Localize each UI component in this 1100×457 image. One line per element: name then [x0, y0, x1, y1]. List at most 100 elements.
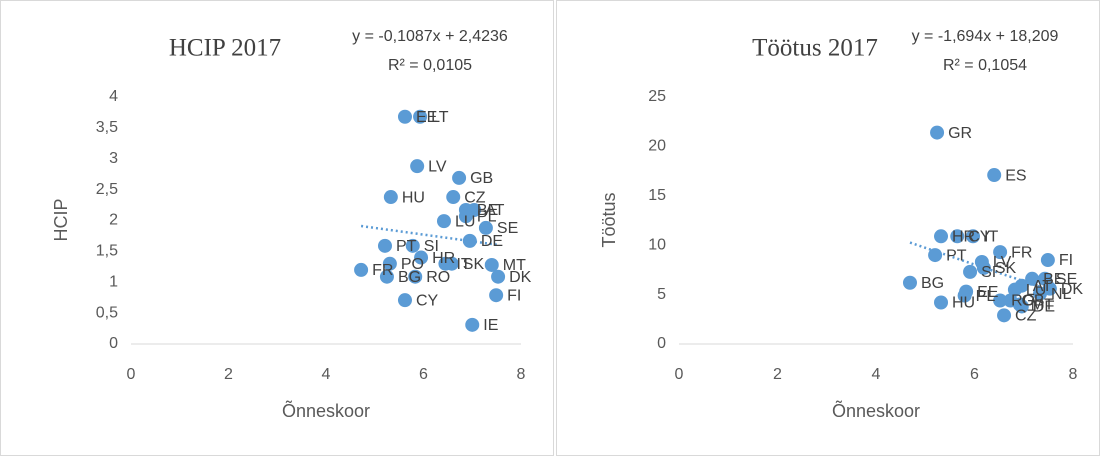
data-point: [438, 256, 453, 271]
point-label: GB: [470, 170, 493, 187]
point-label: CY: [968, 229, 991, 246]
y-tick-label: 25: [648, 88, 666, 105]
x-tick-label: 0: [675, 366, 684, 383]
point-label: MT: [1031, 297, 1054, 314]
point-label: CY: [416, 292, 439, 309]
point-label: EE: [977, 284, 998, 301]
y-axis-title: HCIP: [51, 198, 71, 241]
y-tick-label: 10: [648, 236, 666, 253]
point-label: HU: [402, 189, 425, 206]
data-point: [458, 209, 473, 224]
point-label: PT: [396, 238, 417, 255]
point-label: HU: [952, 295, 975, 312]
point-label: LU: [1026, 282, 1046, 299]
point-label: GR: [948, 125, 972, 142]
data-point: [397, 293, 412, 308]
point-label: CZ: [1015, 308, 1037, 325]
x-axis-title: Õnneskoor: [282, 400, 370, 421]
y-tick-label: 2: [109, 212, 118, 229]
data-point: [377, 238, 392, 253]
point-label: LT: [431, 109, 449, 126]
point-label: NL: [1051, 286, 1072, 303]
point-label: LV: [993, 254, 1012, 271]
point-label: HR: [952, 229, 975, 246]
point-label: EE: [416, 109, 437, 126]
data-point: [383, 190, 398, 205]
point-label: AT: [1033, 278, 1052, 295]
data-point: [354, 262, 369, 277]
point-label: IT: [456, 256, 470, 273]
y-tick-label: 3,5: [96, 119, 118, 136]
x-tick-label: 4: [322, 366, 331, 383]
data-point: [1014, 299, 1029, 314]
point-label: AT: [485, 202, 504, 219]
data-point: [1007, 282, 1022, 297]
y-tick-label: 20: [648, 138, 666, 155]
y-tick-label: 0,5: [96, 304, 118, 321]
x-tick-label: 4: [872, 366, 881, 383]
data-point: [408, 269, 423, 284]
data-point: [902, 275, 917, 290]
data-point: [950, 229, 965, 244]
x-tick-label: 0: [127, 366, 136, 383]
point-label: BE: [1043, 271, 1064, 288]
y-tick-label: 1,5: [96, 243, 118, 260]
point-label: DK: [509, 269, 532, 286]
x-axis-title: Õnneskoor: [832, 400, 920, 421]
trendline-equation: y = -1,694x + 18,209: [912, 28, 1059, 45]
point-label: LU: [455, 213, 475, 230]
data-point: [379, 269, 394, 284]
x-tick-label: 2: [224, 366, 233, 383]
point-label: CZ: [464, 189, 486, 206]
data-point: [966, 229, 981, 244]
point-label: PT: [946, 247, 967, 264]
data-point: [452, 170, 467, 185]
data-point: [478, 220, 493, 235]
point-label: SK: [995, 260, 1017, 277]
data-point: [976, 260, 991, 275]
point-label: BE: [477, 202, 498, 219]
y-tick-label: 1: [109, 273, 118, 290]
chart-frame: [556, 0, 1100, 456]
chart-title: HCIP 2017: [169, 35, 281, 62]
data-point: [1025, 271, 1040, 286]
point-label: FR: [1011, 244, 1032, 261]
point-label: PO: [401, 256, 424, 273]
y-tick-label: 3: [109, 150, 118, 167]
x-tick-label: 6: [419, 366, 428, 383]
data-point: [446, 190, 461, 205]
data-point: [397, 109, 412, 124]
data-point: [1040, 253, 1055, 268]
point-label: IT: [984, 229, 998, 246]
point-label: PL: [976, 288, 996, 305]
point-label: FI: [507, 287, 521, 304]
y-tick-label: 4: [109, 88, 118, 105]
point-label: MT: [503, 257, 526, 274]
point-label: IE: [483, 317, 498, 334]
data-point: [491, 269, 506, 284]
chart-title: Töötus 2017: [752, 35, 878, 62]
point-label: ES: [1005, 167, 1026, 184]
point-label: FR: [372, 262, 393, 279]
data-point: [987, 168, 1002, 183]
data-point: [410, 159, 425, 174]
point-label: BG: [921, 275, 944, 292]
point-label: BG: [398, 269, 421, 286]
data-point: [414, 250, 429, 265]
point-label: HR: [432, 250, 455, 267]
point-label: SE: [497, 220, 518, 237]
y-tick-label: 15: [648, 187, 666, 204]
point-label: PL: [477, 208, 497, 225]
point-label: SK: [463, 256, 485, 273]
y-tick-label: 0: [657, 335, 666, 352]
data-point: [489, 288, 504, 303]
data-point: [382, 256, 397, 271]
y-axis-title: Töötus: [599, 192, 619, 247]
data-point: [1033, 286, 1048, 301]
point-label: SI: [981, 264, 996, 281]
trendline-r2: R² = 0,0105: [388, 57, 472, 74]
x-tick-label: 6: [970, 366, 979, 383]
data-point: [484, 257, 499, 272]
point-label: SE: [1056, 271, 1077, 288]
